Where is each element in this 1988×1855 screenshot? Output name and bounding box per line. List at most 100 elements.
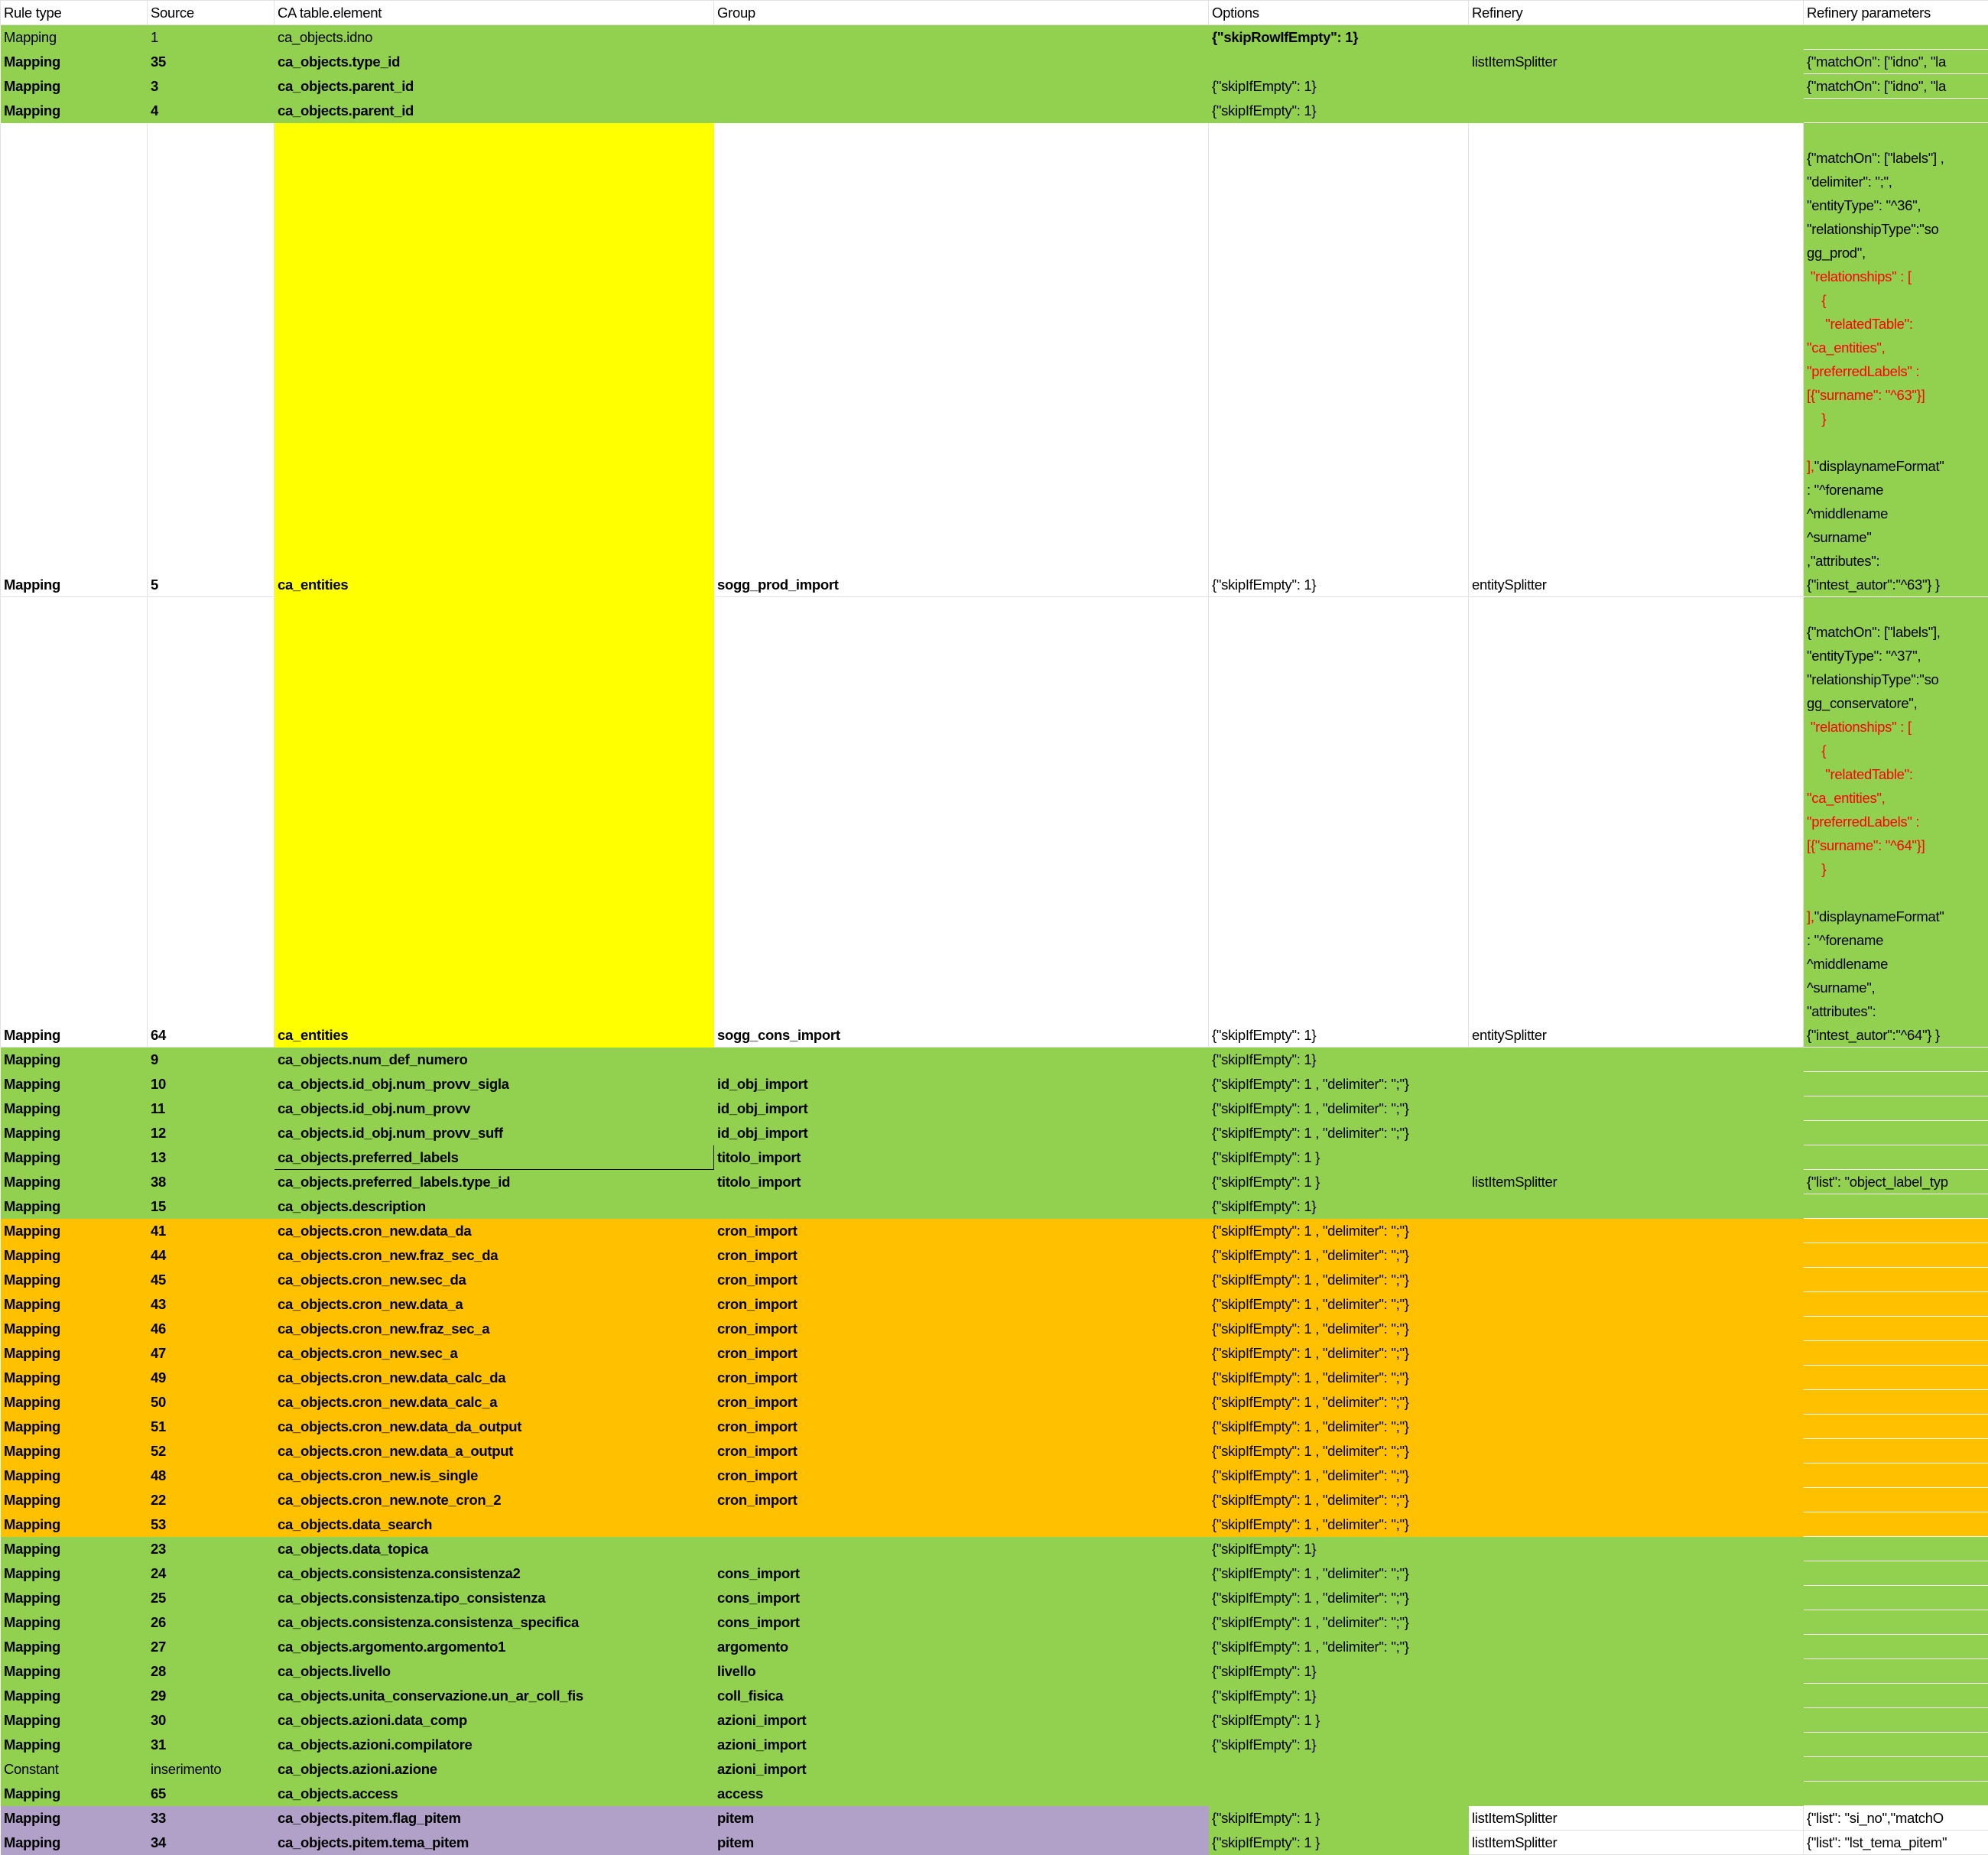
- cell-refinery-parameters[interactable]: [1804, 1537, 1988, 1561]
- cell-source[interactable]: 25: [148, 1586, 274, 1610]
- cell-refinery[interactable]: [1469, 1439, 1804, 1464]
- cell-refinery-parameters[interactable]: [1804, 1610, 1988, 1635]
- cell-options[interactable]: {"skipIfEmpty": 1}: [1209, 1733, 1469, 1757]
- cell-group[interactable]: cons_import: [714, 1610, 1209, 1635]
- cell-ca-table-element[interactable]: ca_objects.cron_new.sec_da: [274, 1268, 714, 1292]
- cell-refinery[interactable]: [1469, 1464, 1804, 1488]
- cell-refinery[interactable]: [1469, 1048, 1804, 1072]
- cell-rule-type[interactable]: Mapping: [1, 1733, 148, 1757]
- cell-refinery[interactable]: [1469, 1390, 1804, 1415]
- cell-rule-type[interactable]: Mapping: [1, 1048, 148, 1072]
- header-ca-table-element[interactable]: CA table.element: [274, 1, 714, 25]
- cell-source[interactable]: 41: [148, 1219, 274, 1243]
- cell-options[interactable]: {"skipIfEmpty": 1 }: [1209, 1831, 1469, 1855]
- cell-ca-table-element[interactable]: ca_objects.consistenza.consistenza_speci…: [274, 1610, 714, 1635]
- cell-group[interactable]: [714, 1537, 1209, 1561]
- cell-group[interactable]: cons_import: [714, 1586, 1209, 1610]
- cell-options[interactable]: {"skipIfEmpty": 1}: [1209, 1659, 1469, 1684]
- cell-refinery-parameters[interactable]: {"matchOn": ["labels"],"entityType": "^3…: [1804, 597, 1988, 1048]
- cell-ca-table-element[interactable]: ca_objects.cron_new.note_cron_2: [274, 1488, 714, 1512]
- cell-rule-type[interactable]: Mapping: [1, 123, 148, 597]
- cell-group[interactable]: coll_fisica: [714, 1684, 1209, 1708]
- cell-options[interactable]: {"skipIfEmpty": 1 , "delimiter": ";"}: [1209, 1390, 1469, 1415]
- cell-refinery-parameters[interactable]: {"matchOn": ["idno", "la: [1804, 74, 1988, 99]
- cell-rule-type[interactable]: Mapping: [1, 1194, 148, 1219]
- cell-refinery-parameters[interactable]: [1804, 99, 1988, 123]
- cell-group[interactable]: id_obj_import: [714, 1072, 1209, 1096]
- cell-rule-type[interactable]: Constant: [1, 1757, 148, 1782]
- cell-options[interactable]: {"skipIfEmpty": 1 , "delimiter": ";"}: [1209, 1341, 1469, 1366]
- cell-rule-type[interactable]: Mapping: [1, 1072, 148, 1096]
- cell-ca-table-element[interactable]: ca_objects.argomento.argomento1: [274, 1635, 714, 1659]
- cell-group[interactable]: cron_import: [714, 1366, 1209, 1390]
- header-rule-type[interactable]: Rule type: [1, 1, 148, 25]
- cell-group[interactable]: [714, 1512, 1209, 1537]
- cell-ca-table-element[interactable]: ca_objects.num_def_numero: [274, 1048, 714, 1072]
- cell-refinery-parameters[interactable]: {"list": "lst_tema_pitem": [1804, 1831, 1988, 1855]
- cell-refinery[interactable]: [1469, 1317, 1804, 1341]
- cell-refinery-parameters[interactable]: [1804, 1366, 1988, 1390]
- cell-group[interactable]: cron_import: [714, 1243, 1209, 1268]
- cell-ca-table-element[interactable]: ca_objects.cron_new.data_da_output: [274, 1415, 714, 1439]
- cell-rule-type[interactable]: Mapping: [1, 1096, 148, 1121]
- cell-ca-table-element[interactable]: ca_objects.pitem.flag_pitem: [274, 1806, 714, 1831]
- cell-rule-type[interactable]: Mapping: [1, 1782, 148, 1806]
- cell-refinery-parameters[interactable]: [1804, 1464, 1988, 1488]
- cell-group[interactable]: sogg_prod_import: [714, 123, 1209, 597]
- cell-source[interactable]: 34: [148, 1831, 274, 1855]
- cell-rule-type[interactable]: Mapping: [1, 1292, 148, 1317]
- cell-rule-type[interactable]: Mapping: [1, 1831, 148, 1855]
- cell-refinery[interactable]: [1469, 1415, 1804, 1439]
- cell-source[interactable]: 28: [148, 1659, 274, 1684]
- cell-options[interactable]: [1209, 50, 1469, 74]
- cell-refinery[interactable]: [1469, 1782, 1804, 1806]
- cell-group[interactable]: [714, 99, 1209, 123]
- cell-refinery-parameters[interactable]: [1804, 1048, 1988, 1072]
- cell-rule-type[interactable]: Mapping: [1, 1659, 148, 1684]
- cell-source[interactable]: 49: [148, 1366, 274, 1390]
- cell-source[interactable]: 47: [148, 1341, 274, 1366]
- cell-ca-table-element[interactable]: ca_objects.cron_new.data_calc_da: [274, 1366, 714, 1390]
- cell-refinery[interactable]: [1469, 1145, 1804, 1170]
- cell-ca-table-element[interactable]: ca_objects.data_topica: [274, 1537, 714, 1561]
- cell-ca-table-element[interactable]: ca_objects.unita_conservazione.un_ar_col…: [274, 1684, 714, 1708]
- cell-rule-type[interactable]: Mapping: [1, 1243, 148, 1268]
- cell-refinery[interactable]: [1469, 1292, 1804, 1317]
- cell-refinery-parameters[interactable]: {"list": "si_no","matchO: [1804, 1806, 1988, 1831]
- cell-ca-table-element[interactable]: ca_objects.access: [274, 1782, 714, 1806]
- cell-group[interactable]: cron_import: [714, 1292, 1209, 1317]
- cell-ca-table-element[interactable]: ca_objects.cron_new.data_da: [274, 1219, 714, 1243]
- cell-source[interactable]: 11: [148, 1096, 274, 1121]
- cell-source[interactable]: 30: [148, 1708, 274, 1733]
- cell-source[interactable]: 33: [148, 1806, 274, 1831]
- cell-rule-type[interactable]: Mapping: [1, 1610, 148, 1635]
- cell-refinery[interactable]: listItemSplitter: [1469, 1831, 1804, 1855]
- cell-group[interactable]: pitem: [714, 1806, 1209, 1831]
- cell-ca-table-element[interactable]: ca_objects.azioni.compilatore: [274, 1733, 714, 1757]
- cell-refinery[interactable]: [1469, 1341, 1804, 1366]
- cell-ca-table-element[interactable]: ca_objects.id_obj.num_provv_suff: [274, 1121, 714, 1145]
- cell-refinery[interactable]: [1469, 1610, 1804, 1635]
- cell-source[interactable]: 53: [148, 1512, 274, 1537]
- header-refinery-parameters[interactable]: Refinery parameters: [1804, 1, 1988, 25]
- cell-refinery-parameters[interactable]: [1804, 1782, 1988, 1806]
- cell-options[interactable]: {"skipIfEmpty": 1 , "delimiter": ";"}: [1209, 1439, 1469, 1464]
- cell-group[interactable]: cron_import: [714, 1317, 1209, 1341]
- cell-ca-table-element[interactable]: ca_objects.cron_new.fraz_sec_a: [274, 1317, 714, 1341]
- cell-options[interactable]: {"skipIfEmpty": 1 }: [1209, 1806, 1469, 1831]
- cell-options[interactable]: [1209, 1757, 1469, 1782]
- cell-refinery[interactable]: [1469, 1366, 1804, 1390]
- cell-group[interactable]: [714, 1194, 1209, 1219]
- cell-source[interactable]: 22: [148, 1488, 274, 1512]
- cell-ca-table-element[interactable]: ca_objects.consistenza.tipo_consistenza: [274, 1586, 714, 1610]
- cell-refinery-parameters[interactable]: {"matchOn": ["labels"] ,"delimiter": ";"…: [1804, 123, 1988, 597]
- cell-rule-type[interactable]: Mapping: [1, 99, 148, 123]
- cell-rule-type[interactable]: Mapping: [1, 597, 148, 1048]
- cell-refinery[interactable]: [1469, 1096, 1804, 1121]
- cell-refinery-parameters[interactable]: [1804, 1635, 1988, 1659]
- cell-refinery[interactable]: [1469, 25, 1804, 50]
- cell-refinery-parameters[interactable]: [1804, 1512, 1988, 1537]
- cell-refinery-parameters[interactable]: [1804, 1488, 1988, 1512]
- cell-rule-type[interactable]: Mapping: [1, 1439, 148, 1464]
- cell-group[interactable]: [714, 74, 1209, 99]
